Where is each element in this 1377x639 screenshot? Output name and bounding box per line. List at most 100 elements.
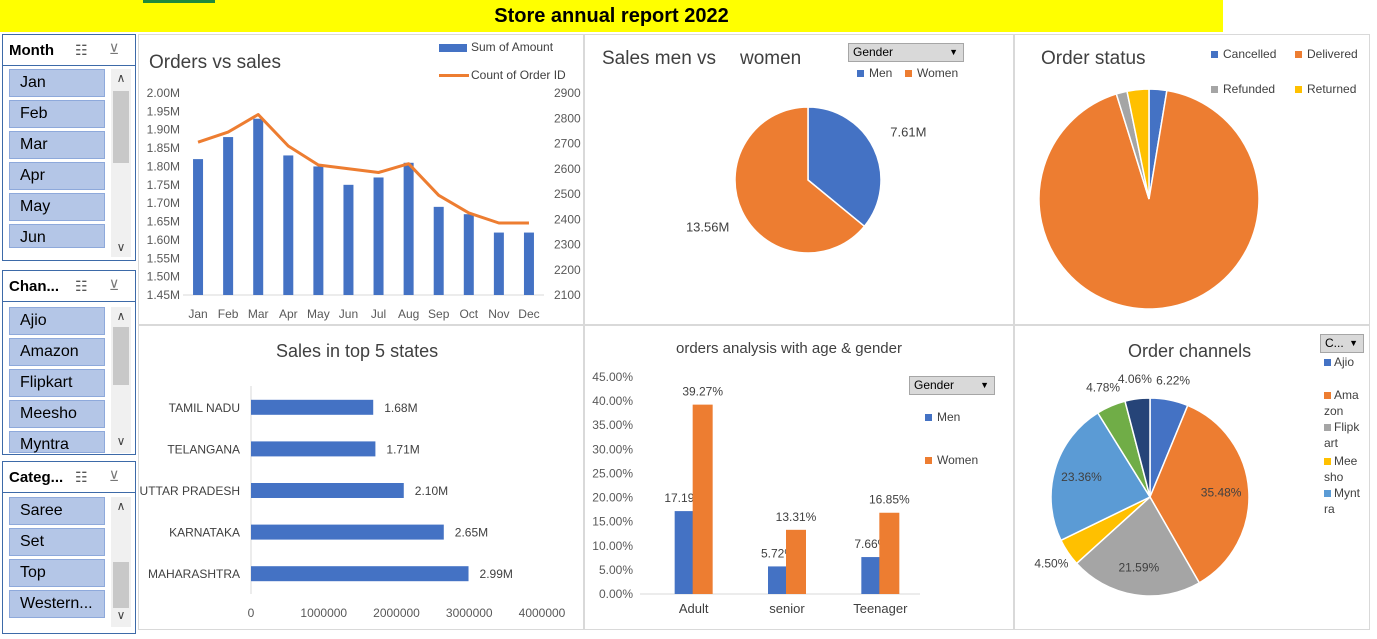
slicer-item-saree[interactable]: Saree [9,497,105,525]
legend-swatch [857,70,864,78]
pie-data-label: 4.06% [1118,372,1152,386]
scroll-down-icon[interactable]: ∨ [116,240,126,254]
multi-select-icon[interactable]: ☷ [75,278,88,294]
bar-sum-amount [433,206,444,295]
multi-select-icon[interactable]: ☷ [75,42,88,58]
month-slicer-title: Month [9,42,54,59]
legend-swatch [1324,359,1331,367]
top-states-title: Sales in top 5 states [276,341,439,361]
legend-ajio: Ajio [1324,355,1354,369]
category-slicer[interactable]: Categ... ☷ ⊻ Saree Set Top Western... ∧ … [2,461,136,634]
y-tick-label: 1.65M [147,215,180,229]
bar-sum-amount [493,232,504,295]
y-tick-label: 30.00% [592,442,633,456]
legend-meesho-label: Mee sho [1324,454,1358,484]
slicer-item-jun[interactable]: Jun [9,224,105,248]
slicer-item-meesho[interactable]: Meesho [9,400,105,428]
sales-gender-chart: 7.61M 13.56M [686,106,926,254]
gender-filter-dropdown[interactable]: Gender ▼ [848,43,964,62]
x-tick-label: Aug [398,307,419,321]
status-pie-slice [1038,89,1260,310]
y-tick-label: 45.00% [592,370,633,384]
category-scroll-thumb[interactable] [113,562,129,608]
scroll-up-icon[interactable]: ∧ [116,309,126,323]
x-tick-label: Teenager [853,601,908,616]
legend-bar-swatch [439,43,467,52]
y2-tick-label: 2300 [554,238,581,252]
y-tick-label: 1.75M [147,178,180,192]
dropdown-arrow-icon: ▼ [1349,338,1358,348]
slicer-item-ajio[interactable]: Ajio [9,307,105,335]
legend-swatch [905,70,912,78]
bar-state-sales [251,566,469,582]
channel-slicer[interactable]: Chan... ☷ ⊻ Ajio Amazon Flipkart Meesho … [2,270,136,455]
slicer-item-may[interactable]: May [9,193,105,221]
channel-pie-slice [1075,495,1201,597]
bar-data-label: 13.31% [776,510,817,524]
channel-slicer-title: Chan... [9,278,60,295]
y-tick-label: 25.00% [592,466,633,480]
bar-men [768,566,788,594]
slicer-item-western[interactable]: Western... [9,590,105,618]
legend-swatch [1324,490,1331,498]
scroll-down-icon[interactable]: ∨ [116,434,126,448]
y2-tick-label: 2500 [554,187,581,201]
clear-filter-icon[interactable]: ⊻ [109,277,120,293]
clear-filter-icon[interactable]: ⊻ [109,468,120,484]
scroll-down-icon[interactable]: ∨ [116,608,126,622]
y-tick-label: 1.55M [147,251,180,265]
legend-myntra-label: Mynt ra [1324,486,1361,516]
slicer-item-jan[interactable]: Jan [9,69,105,97]
month-slicer[interactable]: Month ☷ ⊻ Jan Feb Mar Apr May Jun ∧ ∨ [2,34,136,261]
y-tick-label: 1.45M [147,288,180,302]
pie-data-label: 4.50% [1034,557,1068,571]
slicer-item-amazon[interactable]: Amazon [9,338,105,366]
slicer-item-feb[interactable]: Feb [9,100,105,128]
dropdown-arrow-icon: ▼ [949,47,958,57]
category-label: MAHARASHTRA [148,567,240,581]
pie-data-label: 7.61M [890,125,926,140]
bar-women [692,404,713,594]
status-pie-slice [1126,88,1150,200]
multi-select-icon[interactable]: ☷ [75,469,88,485]
x-tick-label: 1000000 [300,606,347,620]
x-tick-label: Jul [371,307,386,321]
x-tick-label: Dec [518,307,539,321]
top-states-chart: TAMIL NADU 1.68M TELANGANA 1.71M UTTAR PRADE… [140,386,566,620]
clear-filter-icon[interactable]: ⊻ [109,41,120,57]
channel-scroll-thumb[interactable] [113,327,129,385]
bar-sum-amount [373,177,384,295]
y-tick-label: 1.60M [147,233,180,247]
x-tick-label: Jun [339,307,358,321]
bar-sum-amount [193,159,204,295]
slicer-item-myntra[interactable]: Myntra [9,431,105,453]
y2-tick-label: 2700 [554,137,581,151]
slicer-item-set[interactable]: Set [9,528,105,556]
y-tick-label: 1.85M [147,141,180,155]
slicer-item-top[interactable]: Top [9,559,105,587]
scroll-up-icon[interactable]: ∧ [116,71,126,85]
slicer-item-apr[interactable]: Apr [9,162,105,190]
channel-filter-dropdown[interactable]: C... ▼ [1320,334,1364,353]
legend-swatch [925,457,932,465]
bar-women [786,529,806,594]
x-tick-label: 2000000 [373,606,420,620]
y-tick-label: 10.00% [592,539,633,553]
pie-data-label: 4.78% [1086,381,1120,395]
x-tick-label: Oct [459,307,478,321]
legend-men-label: Men [869,66,893,80]
legend-men-label: Men [937,410,961,424]
scroll-up-icon[interactable]: ∧ [116,499,126,513]
category-label: UTTAR PRADESH [140,484,240,498]
month-scroll-thumb[interactable] [113,91,129,163]
gender-filter-dropdown[interactable]: Gender ▼ [909,376,995,395]
bar-sum-amount [283,155,294,295]
report-title: Store annual report 2022 [494,4,729,27]
slicer-item-mar[interactable]: Mar [9,131,105,159]
legend-women-label: Women [937,453,979,467]
bar-sum-amount [223,137,234,295]
channel-filter-label: C... [1325,336,1344,350]
slicer-item-flipkart[interactable]: Flipkart [9,369,105,397]
legend-men: Men [857,66,892,80]
order-status-panel: Order status Cancelled Delivered Refunde… [1014,34,1370,325]
